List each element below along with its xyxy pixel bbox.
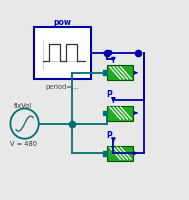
Bar — [107, 66, 133, 81]
Bar — [103, 111, 107, 116]
Text: V = 480: V = 480 — [10, 140, 37, 146]
Text: fixVol: fixVol — [14, 102, 32, 108]
Bar — [34, 28, 91, 80]
Bar — [103, 151, 107, 156]
Text: P: P — [106, 130, 112, 139]
Bar — [107, 146, 133, 161]
Text: period=...: period=... — [46, 84, 79, 90]
Bar — [107, 106, 133, 121]
Text: pow: pow — [53, 18, 71, 27]
Text: P: P — [106, 90, 112, 99]
Bar — [103, 71, 107, 76]
Text: P: P — [106, 50, 112, 59]
